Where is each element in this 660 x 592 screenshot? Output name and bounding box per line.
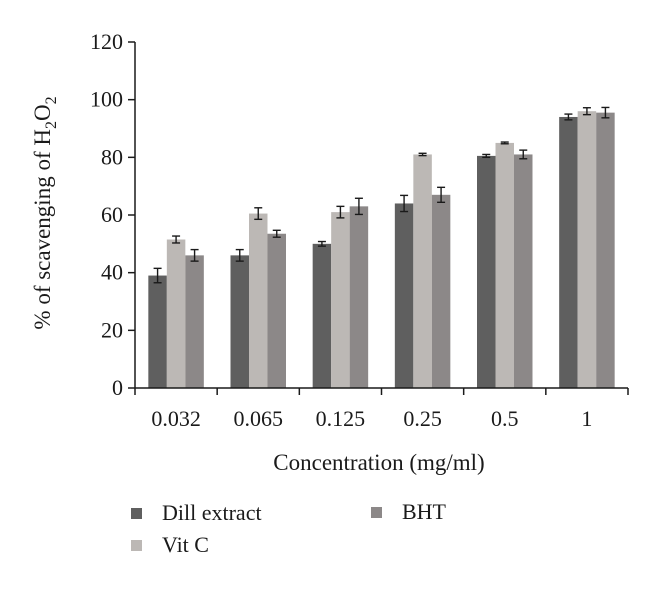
- bar: [230, 255, 249, 388]
- legend-label: BHT: [402, 499, 447, 524]
- x-tick-label: 0.065: [234, 406, 284, 431]
- legend-swatch: [371, 507, 382, 518]
- bar: [267, 233, 286, 388]
- axes: [134, 42, 628, 389]
- x-tick-label: 0.5: [491, 406, 519, 431]
- bar: [477, 155, 496, 388]
- bar: [577, 111, 597, 388]
- y-axis-title-mid: O: [30, 104, 55, 121]
- bar: [166, 239, 186, 388]
- svg-text:% of scavenging of H2O2: % of scavenging of H2O2: [30, 96, 60, 329]
- bar: [413, 154, 432, 388]
- legend-swatch: [131, 508, 142, 519]
- y-axis-title-main: % of scavenging of H: [30, 129, 55, 330]
- legend-label: Vit C: [162, 532, 209, 557]
- y-tick-label: 120: [90, 29, 123, 54]
- legend: Dill extract Vit C BHT: [131, 499, 447, 557]
- bar: [331, 212, 350, 388]
- bar: [431, 194, 451, 388]
- y-axis-ticks: 0 20 40 60 80 100 120: [90, 29, 135, 400]
- y-tick-label: 100: [90, 87, 123, 112]
- x-tick-label: 0.125: [316, 406, 366, 431]
- x-axis-ticks: 0.032 0.065 0.125 0.25 0.5 1: [134, 388, 629, 431]
- y-tick-label: 0: [112, 375, 123, 400]
- bar-series: [148, 111, 615, 389]
- y-tick-label: 20: [101, 317, 123, 342]
- x-axis-title: Concentration (mg/ml): [273, 450, 484, 475]
- y-axis-title-subscript-2: 2: [43, 96, 60, 104]
- bar: [185, 255, 204, 388]
- bar: [349, 206, 369, 388]
- x-tick-label: 1: [581, 406, 592, 431]
- y-tick-label: 40: [101, 260, 123, 285]
- x-tick-label: 0.25: [403, 406, 442, 431]
- legend-label: Dill extract: [162, 500, 262, 525]
- legend-swatch: [131, 540, 142, 551]
- y-tick-label: 60: [101, 202, 123, 227]
- y-tick-label: 80: [101, 144, 123, 169]
- bar: [394, 203, 414, 388]
- bar: [559, 116, 578, 388]
- error-bars: [153, 106, 610, 284]
- y-axis-title-subscript-1: 2: [43, 121, 60, 129]
- bar: [312, 243, 332, 388]
- x-tick-label: 0.032: [151, 406, 201, 431]
- bar: [596, 112, 615, 389]
- y-axis-title: % of scavenging of H2O2: [30, 96, 60, 329]
- bar: [495, 142, 514, 388]
- bar: [148, 275, 167, 388]
- bar: [249, 213, 268, 388]
- bar: [514, 154, 533, 388]
